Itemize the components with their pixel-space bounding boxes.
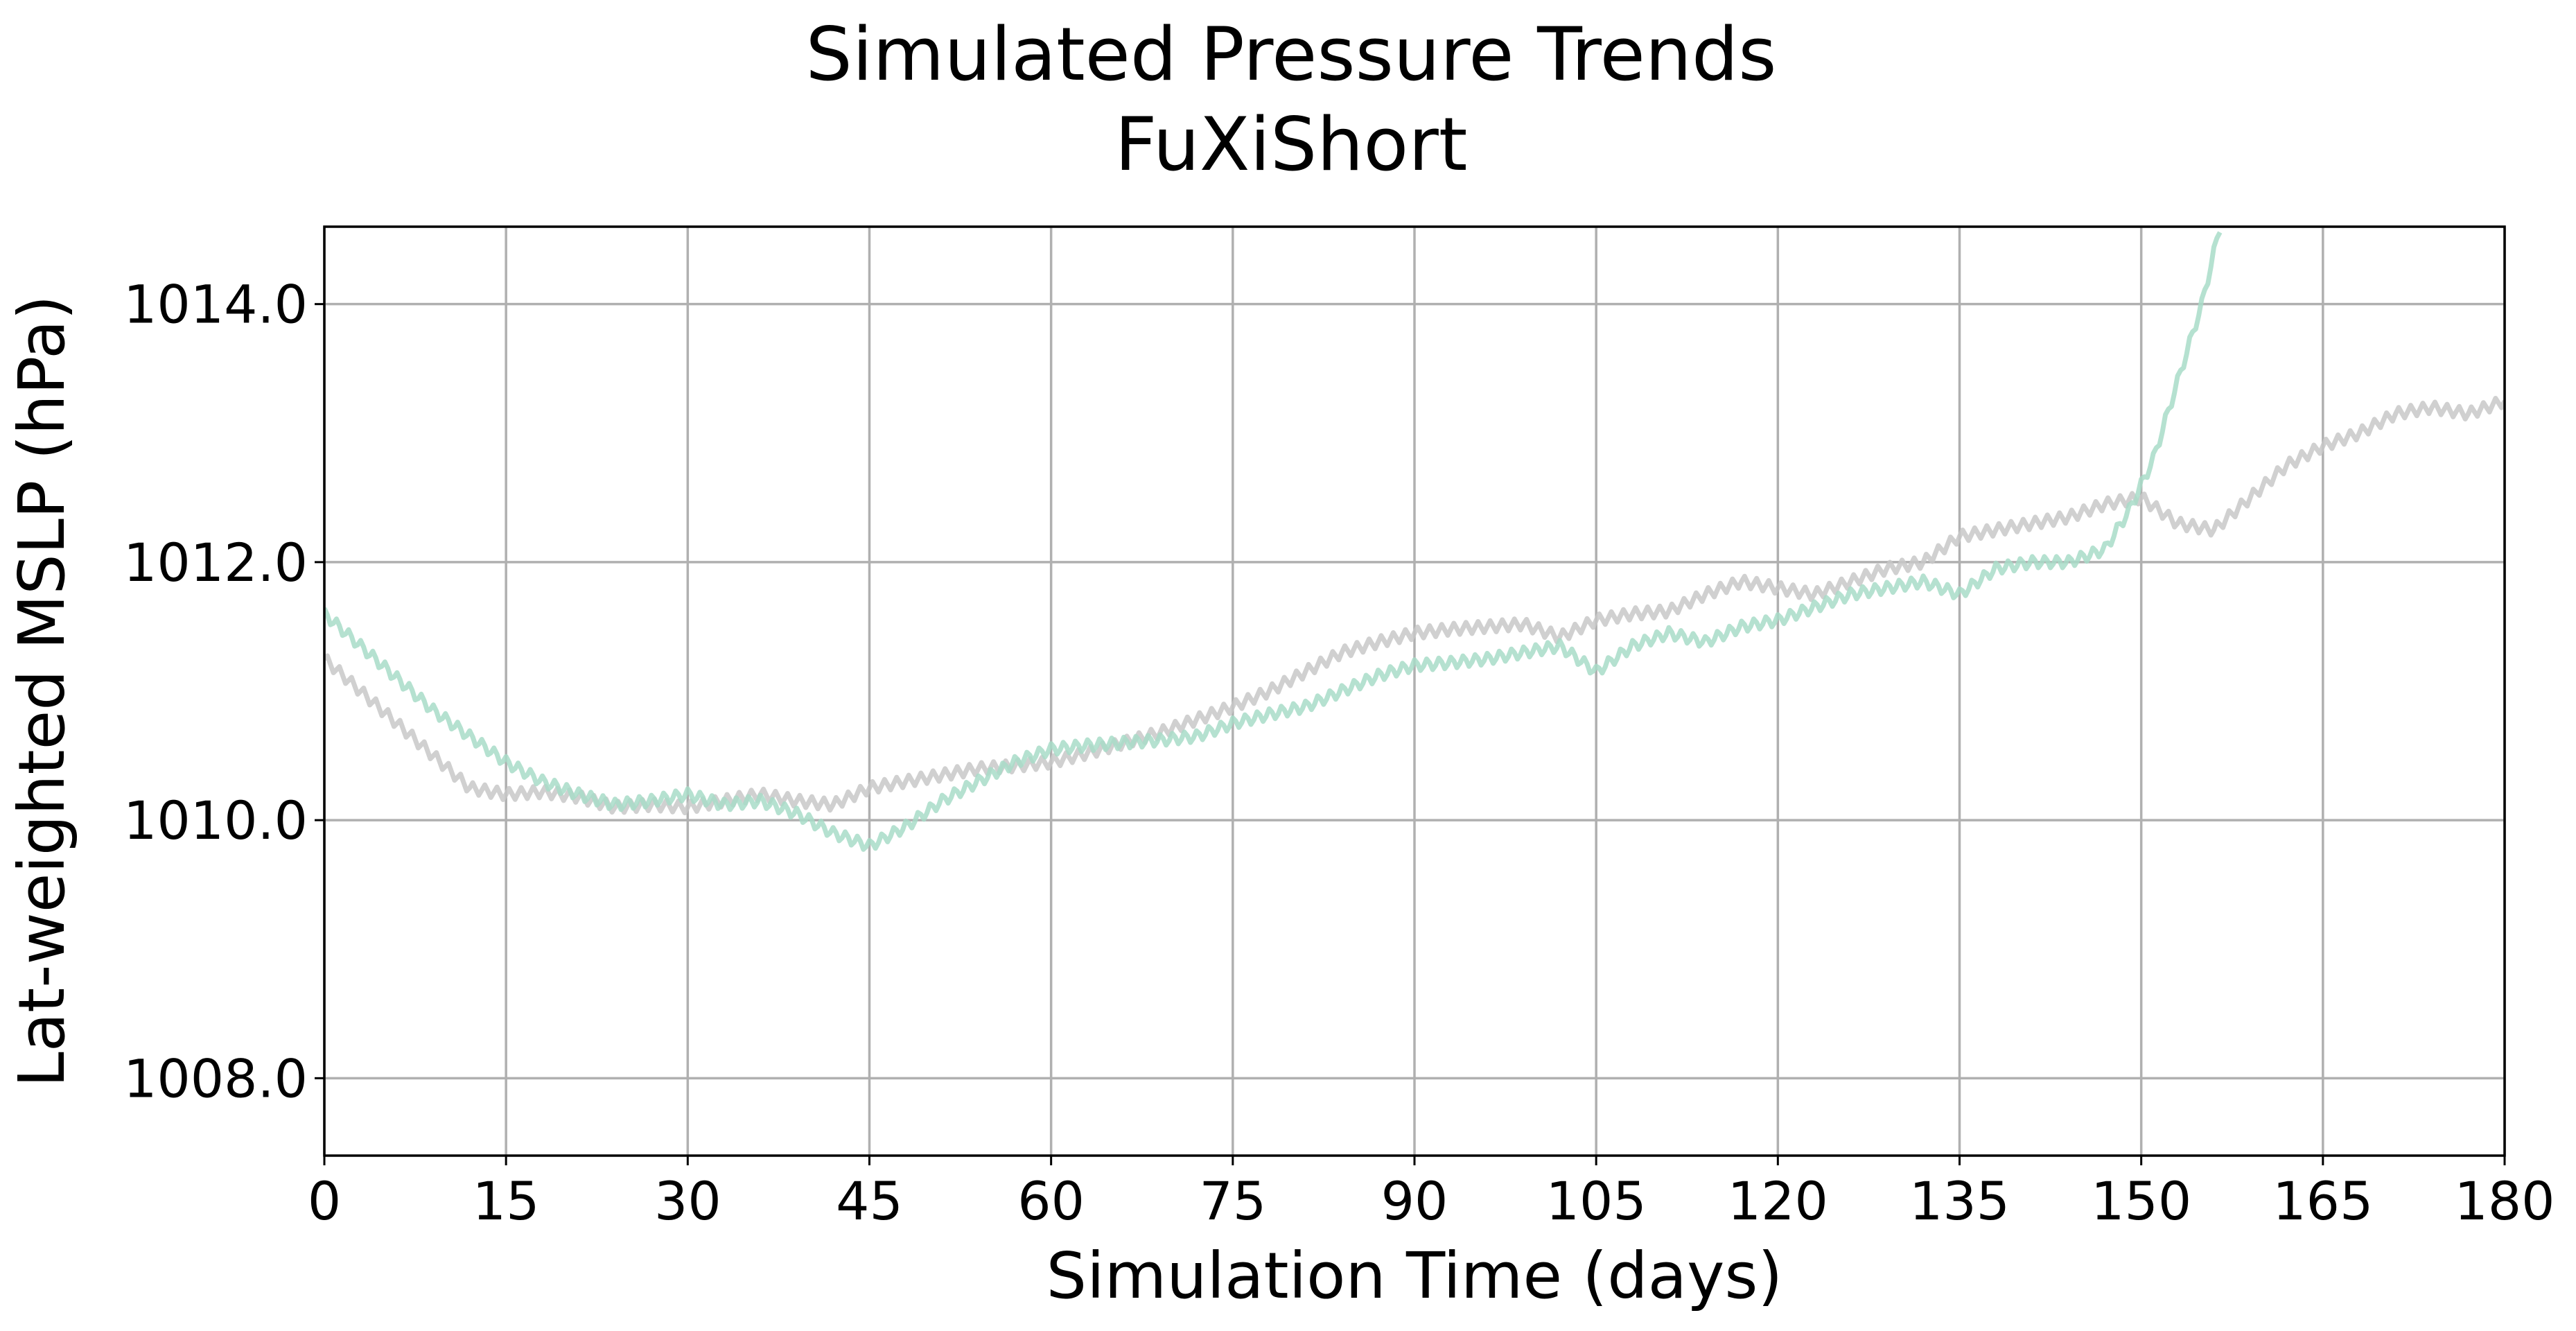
x-tick-label: 60	[1017, 1170, 1085, 1232]
x-tick-label: 30	[654, 1170, 721, 1232]
ticks: 0 15 30 45 60 75 90 105 120 135 150 165 180 1008.0 101…	[123, 274, 2555, 1232]
series-line-2	[324, 231, 2223, 852]
x-tick-label: 165	[2272, 1170, 2373, 1232]
y-tick-label: 1014.0	[123, 274, 308, 336]
x-tick-label: 150	[2091, 1170, 2191, 1232]
series-layer	[324, 231, 2505, 852]
x-axis-label: Simulation Time (days)	[1046, 1239, 1783, 1313]
y-tick-label: 1012.0	[123, 532, 308, 593]
x-tick-label: 90	[1381, 1170, 1448, 1232]
x-tick-label: 135	[1909, 1170, 2010, 1232]
x-tick-label: 15	[473, 1170, 540, 1232]
y-axis-label: Lat-weighted MSLP (hPa)	[5, 295, 79, 1088]
x-tick-label: 180	[2454, 1170, 2555, 1232]
x-tick-label: 105	[1546, 1170, 1647, 1232]
grid	[323, 227, 2506, 1156]
x-tick-label: 120	[1728, 1170, 1828, 1232]
y-tick-label: 1010.0	[123, 790, 308, 851]
x-tick-label: 45	[836, 1170, 903, 1232]
series-line-1	[324, 396, 2505, 816]
x-tick-label: 75	[1199, 1170, 1266, 1232]
chart-title-line-1: Simulated Pressure Trends	[806, 12, 1777, 97]
x-tick-label: 0	[308, 1170, 341, 1232]
y-tick-label: 1008.0	[123, 1047, 308, 1109]
chart-title-line-2: FuXiShort	[1115, 102, 1468, 187]
